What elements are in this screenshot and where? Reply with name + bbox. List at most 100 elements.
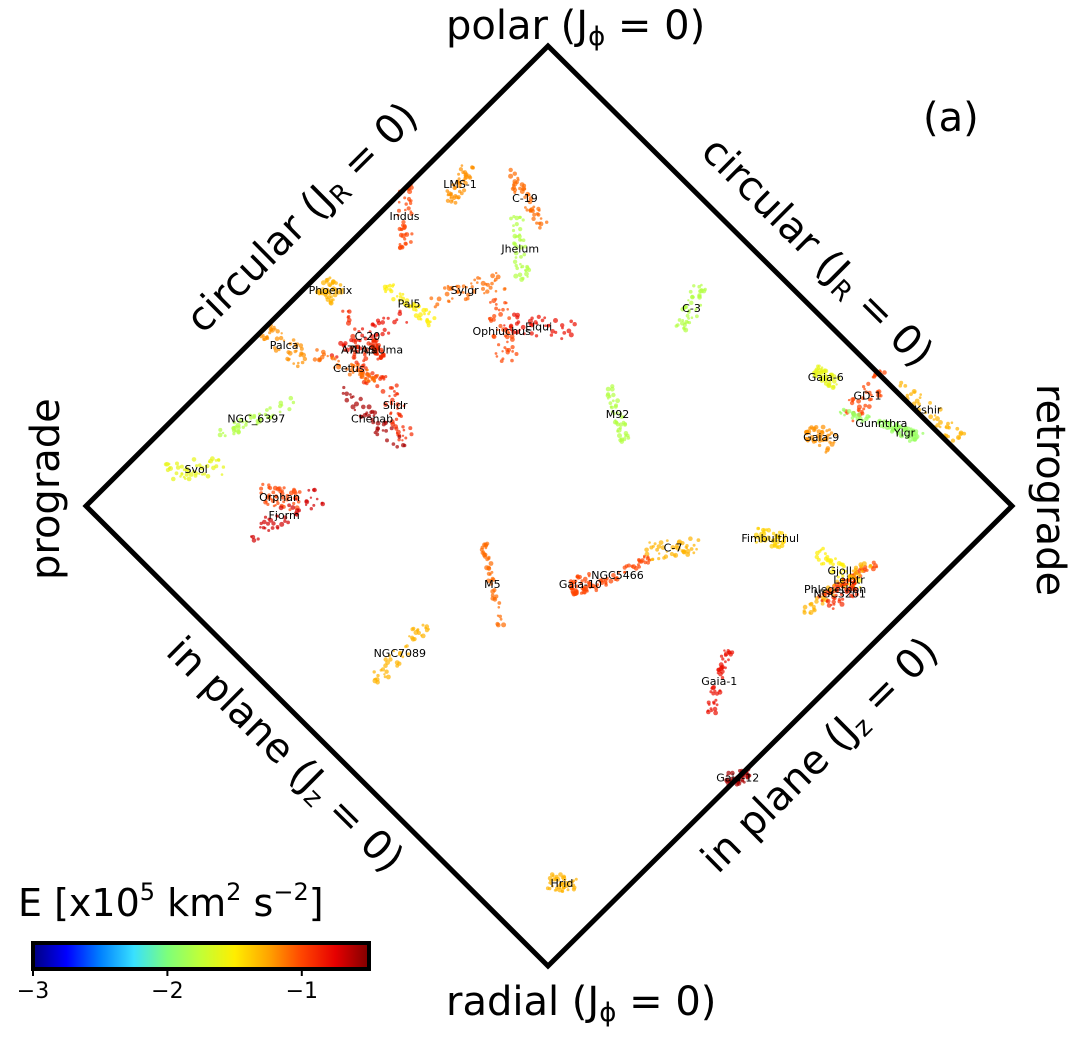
stream-point — [536, 206, 541, 211]
stream-point — [378, 376, 383, 381]
stream-point — [579, 582, 583, 586]
stream-point — [662, 556, 666, 560]
stream-point — [594, 588, 599, 593]
stream-point — [341, 309, 345, 313]
stream-point — [511, 329, 516, 335]
stream-point — [898, 384, 903, 388]
stream-point — [501, 307, 505, 312]
stream-point — [217, 432, 223, 438]
stream-point — [510, 358, 514, 363]
stream-point — [950, 421, 954, 425]
stream-point — [811, 604, 816, 609]
stream-point — [270, 498, 276, 504]
stream-point — [392, 283, 395, 287]
stream-point — [555, 888, 558, 892]
stream-point — [658, 540, 664, 545]
stream-point — [820, 599, 824, 603]
stream-point — [611, 399, 615, 403]
stream-point — [503, 346, 507, 350]
stream-point — [286, 358, 291, 362]
stream-point — [393, 393, 397, 397]
stream-point — [895, 430, 900, 435]
stream-point — [490, 281, 494, 286]
stream-point — [644, 547, 649, 553]
stream-point — [823, 591, 827, 595]
stream-point — [669, 551, 675, 557]
stream-point — [869, 393, 873, 397]
stream-point — [409, 211, 414, 216]
stream-point — [863, 403, 868, 408]
stream-point — [267, 529, 271, 532]
stream-point — [862, 407, 866, 411]
stream-cloud-C-19 — [508, 167, 549, 230]
stream-point — [451, 297, 454, 300]
stream-point — [300, 352, 304, 356]
stream-label-Sylgr: Sylgr — [451, 284, 480, 297]
stream-point — [363, 336, 368, 341]
stream-point — [615, 576, 619, 579]
stream-point — [713, 710, 718, 716]
stream-point — [714, 691, 720, 696]
stream-point — [407, 652, 411, 656]
stream-point — [330, 281, 335, 286]
stream-point — [503, 324, 506, 327]
stream-point — [528, 196, 534, 202]
stream-point — [844, 589, 849, 594]
stream-point — [328, 276, 332, 280]
stream-point — [706, 709, 711, 715]
stream-point — [232, 432, 236, 436]
stream-point — [545, 220, 549, 224]
stream-point — [521, 238, 526, 242]
stream-point — [606, 392, 611, 397]
stream-point — [710, 687, 713, 690]
stream-point — [371, 322, 375, 326]
cb-title-mid: km — [155, 881, 227, 925]
stream-point — [555, 886, 558, 890]
stream-point — [962, 431, 967, 436]
stream-point — [473, 278, 477, 282]
stream-point — [548, 886, 552, 891]
stream-point — [515, 266, 519, 271]
stream-point — [653, 542, 657, 546]
stream-point — [468, 175, 473, 180]
stream-point — [269, 497, 273, 501]
stream-point — [383, 675, 387, 679]
stream-point — [724, 666, 727, 670]
stream-point — [506, 308, 510, 311]
stream-label-Palca: Palca — [270, 339, 299, 352]
stream-point — [830, 603, 833, 607]
stream-point — [421, 307, 427, 313]
cb-title-exp1: 5 — [139, 878, 156, 906]
stream-point — [503, 301, 507, 305]
stream-point — [300, 360, 305, 365]
stream-point — [376, 426, 380, 431]
stream-point — [820, 601, 825, 606]
stream-point — [615, 420, 619, 424]
stream-point — [375, 420, 381, 426]
stream-point — [832, 583, 836, 587]
stream-point — [562, 331, 567, 335]
stream-point — [829, 372, 835, 377]
stream-point — [470, 285, 474, 289]
stream-point — [404, 208, 407, 212]
stream-label-Gaia-10: Gaia-10 — [559, 578, 602, 591]
stream-point — [376, 673, 380, 678]
stream-point — [294, 343, 299, 348]
stream-point — [380, 353, 385, 358]
stream-point — [167, 462, 171, 466]
stream-point — [309, 507, 313, 511]
stream-point — [825, 585, 831, 591]
stream-point — [487, 557, 491, 561]
stream-point — [825, 558, 830, 563]
stream-point — [775, 539, 780, 545]
stream-point — [406, 206, 411, 211]
stream-point — [266, 521, 270, 526]
stream-point — [298, 343, 304, 348]
stream-cloud-AliqaUma — [366, 338, 386, 361]
stream-point — [829, 569, 834, 575]
stream-point — [766, 527, 771, 533]
stream-point — [344, 347, 350, 353]
stream-point — [816, 429, 822, 434]
stream-point — [895, 423, 899, 427]
stream-point — [514, 245, 519, 250]
